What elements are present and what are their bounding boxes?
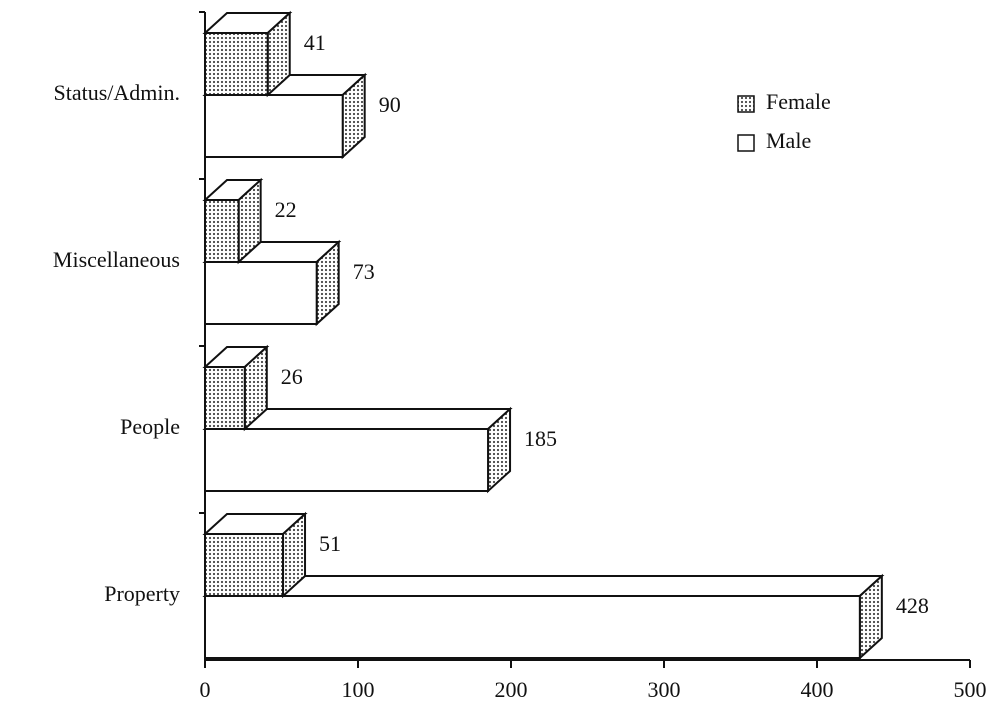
- y-tick-label: Property: [104, 581, 180, 606]
- x-tick-label: 500: [954, 677, 987, 702]
- data-label: 41: [304, 30, 326, 55]
- data-label: 73: [353, 259, 375, 284]
- data-label: 185: [524, 426, 557, 451]
- legend-swatch: [737, 95, 755, 113]
- bar: [204, 428, 490, 492]
- bar-top: [202, 575, 885, 597]
- bar: [204, 366, 246, 430]
- x-tick-label: 400: [801, 677, 834, 702]
- data-label: 90: [379, 92, 401, 117]
- bar: [204, 595, 861, 659]
- legend-label: Male: [766, 128, 811, 153]
- y-tick-label: Status/Admin.: [53, 80, 180, 105]
- y-tick-label: Miscellaneous: [53, 247, 180, 272]
- data-label: 26: [281, 364, 303, 389]
- bar: [204, 199, 240, 263]
- data-label: 51: [319, 531, 341, 556]
- bar: [204, 94, 344, 158]
- x-tick-label: 0: [200, 677, 211, 702]
- bar: [204, 533, 285, 597]
- y-tick-label: People: [120, 414, 180, 439]
- bar: [204, 32, 269, 96]
- legend-label: Female: [766, 89, 831, 114]
- data-label: 428: [896, 593, 929, 618]
- bar: [204, 261, 318, 325]
- legend-swatch: [737, 134, 755, 152]
- x-tick-label: 100: [342, 677, 375, 702]
- x-tick-label: 300: [648, 677, 681, 702]
- data-label: 22: [275, 197, 297, 222]
- x-tick-label: 200: [495, 677, 528, 702]
